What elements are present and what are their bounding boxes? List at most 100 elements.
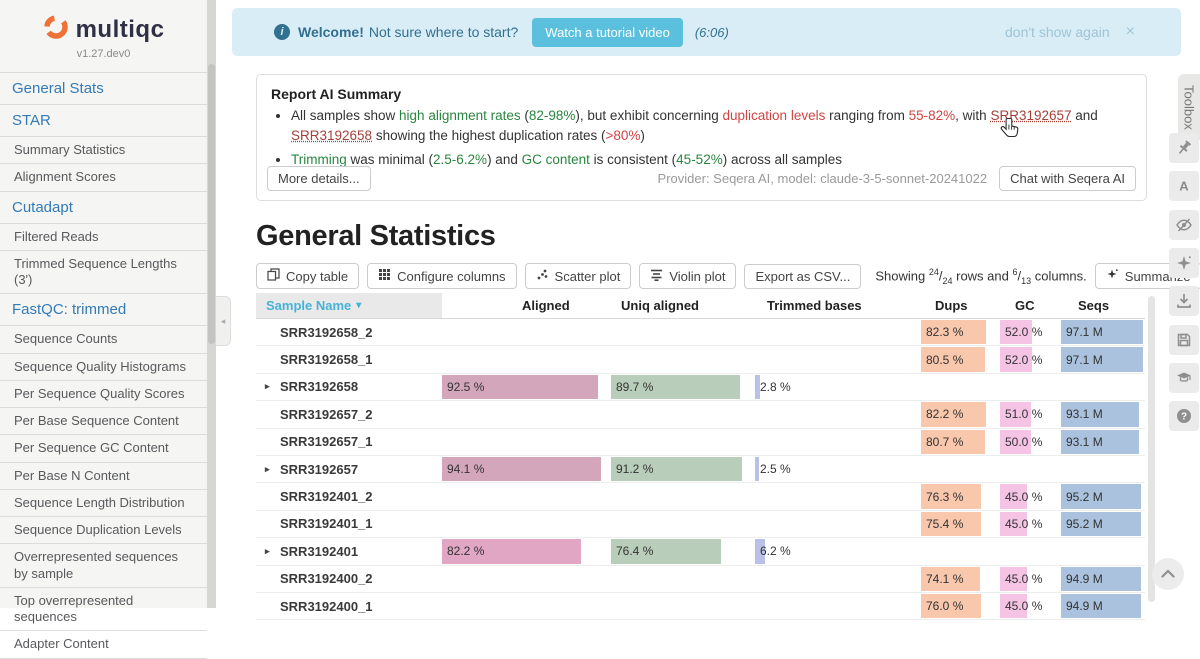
ai-text-segment: , with [955, 108, 991, 123]
column-header-sample-name[interactable]: Sample Name ▾ [256, 293, 442, 318]
close-icon[interactable]: × [1125, 23, 1135, 40]
dups-cell: 74.1 % [921, 566, 1000, 592]
sidebar-item[interactable]: Summary Statistics [0, 137, 207, 165]
sidebar-item[interactable]: Filtered Reads [0, 224, 207, 251]
dups-bar [921, 320, 987, 345]
sidebar-item[interactable]: Sequence Counts [0, 326, 207, 354]
sample-name-cell: SRR3192401_2 [280, 489, 373, 505]
expand-caret-icon[interactable]: ▸ [265, 381, 270, 392]
sidebar-item[interactable]: Adapter Content [0, 631, 207, 659]
sidebar-item[interactable]: Per Sequence GC Content [0, 435, 207, 463]
sidebar-item[interactable]: Overrepresented sequences by sample [0, 544, 207, 588]
table-body: SRR3192658_2 82.3 % 52.0 % 97.1 M SRR3192658… [256, 319, 1145, 621]
sample-link[interactable]: SRR3192658 [291, 128, 373, 144]
expand-caret-icon[interactable]: ▸ [265, 463, 270, 474]
watch-tutorial-button[interactable]: Watch a tutorial video [532, 17, 683, 47]
scroll-to-top-button[interactable] [1152, 558, 1184, 590]
sparkle-icon [1106, 268, 1119, 284]
sample-name-cell: SRR3192400_2 [280, 571, 373, 587]
column-header-aligned[interactable]: Aligned [522, 298, 570, 313]
violin-plot-button[interactable]: Violin plot [639, 263, 737, 289]
sample-link[interactable]: SRR3192657 [990, 108, 1072, 123]
ai-summary-title: Report AI Summary [271, 86, 402, 102]
sidebar-item[interactable]: STAR [0, 105, 207, 137]
gc-bar [1000, 347, 1032, 372]
sidebar-collapse-handle[interactable]: ◂ [216, 296, 231, 346]
column-header-trimmed-bases[interactable]: Trimmed bases [767, 298, 862, 313]
highlight-pin-icon[interactable] [1169, 133, 1199, 163]
chat-seqera-button[interactable]: Chat with Seqera AI [999, 166, 1136, 191]
ai-text-segment: GC content [521, 151, 590, 167]
ai-text-segment: >80% [605, 128, 641, 144]
sidebar-item[interactable]: Per Sequence Quality Scores [0, 381, 207, 408]
table-scrollbar[interactable] [1148, 296, 1155, 602]
table-row: SRR3192400_2 74.1 % 45.0 % 94.9 M [256, 566, 1145, 593]
gc-cell: 45.0 % [1000, 511, 1061, 537]
gc-cell: 45.0 % [1000, 483, 1061, 509]
sidebar-item[interactable]: Per Base N Content [0, 463, 207, 490]
sample-name-cell: SRR3192657_1 [280, 434, 373, 450]
seqs-bar [1061, 347, 1143, 372]
seqs-cell [1061, 456, 1145, 482]
expand-caret-icon[interactable]: ▸ [265, 545, 270, 556]
sidebar-item[interactable]: General Stats [0, 73, 207, 105]
configure-columns-button[interactable]: Configure columns [367, 263, 517, 289]
download-icon[interactable] [1169, 286, 1199, 316]
scatter-plot-button[interactable]: Scatter plot [524, 263, 632, 289]
gc-cell [1000, 374, 1061, 400]
ai-text-segment: is consistent ( [589, 151, 677, 167]
rename-samples-icon[interactable]: A [1169, 171, 1199, 201]
uniq-cell: 89.7 % [611, 374, 755, 400]
sidebar-item[interactable]: Trimmed Sequence Lengths (3') [0, 251, 207, 295]
sidebar-item[interactable]: FastQC: trimmed [0, 294, 207, 327]
sample-name-cell[interactable]: ▸ SRR3192657 [265, 461, 359, 477]
sample-name-cell[interactable]: ▸ SRR3192401 [265, 543, 359, 559]
sidebar-item[interactable]: Sequence Quality Histograms [0, 354, 207, 381]
general-stats-toolbar: Copy table Configure columns Scatter plo… [256, 263, 1200, 289]
column-header-gc[interactable]: GC [1015, 298, 1035, 313]
seqs-cell: 97.1 M [1061, 319, 1145, 345]
column-header-dups[interactable]: Dups [935, 298, 968, 313]
seqs-cell: 93.1 M [1061, 401, 1145, 427]
column-header-seqs[interactable]: Seqs [1078, 298, 1110, 313]
ai-sparkle-icon[interactable] [1169, 248, 1199, 278]
save-settings-icon[interactable] [1169, 325, 1199, 355]
sample-name-cell[interactable]: ▸ SRR3192658 [265, 379, 359, 395]
sidebar-item[interactable]: Alignment Scores [0, 164, 207, 192]
trimmed-cell [755, 401, 921, 427]
ai-summary-bullets: All samples show high alignment rates (8… [291, 106, 1134, 170]
dups-cell: 82.3 % [921, 319, 1000, 345]
dups-cell: 80.7 % [921, 429, 1000, 455]
sidebar-item[interactable]: Top overrepresented sequences [0, 588, 207, 632]
dont-show-again-link[interactable]: don't show again [1005, 24, 1110, 40]
sidebar-item[interactable]: Sequence Duplication Levels [0, 517, 207, 545]
sidebar-item[interactable]: Per Base Sequence Content [0, 408, 207, 436]
logo-area: multiqc v1.27.dev0 [0, 0, 207, 60]
export-csv-button[interactable]: Export as CSV... [744, 263, 862, 289]
copy-table-button[interactable]: Copy table [256, 263, 360, 289]
trimmed-cell [755, 566, 921, 592]
hide-samples-icon[interactable] [1169, 210, 1199, 240]
ai-text-segment: duplication levels [722, 108, 826, 123]
ai-text-segment: 45-52% [676, 151, 723, 167]
sidebar-item[interactable]: Cutadapt [0, 192, 207, 224]
trimmed-bar [755, 456, 760, 482]
sidebar-item[interactable]: Sequence Length Distribution [0, 490, 207, 517]
aligned-cell: 82.2 % [442, 538, 611, 564]
uniq-bar [611, 456, 743, 482]
more-details-button[interactable]: More details... [267, 166, 371, 191]
gc-bar [1000, 511, 1028, 537]
toolbox-tab[interactable]: Toolbox [1178, 74, 1200, 140]
help-icon[interactable]: ? [1169, 401, 1199, 431]
tour-icon[interactable] [1169, 363, 1199, 393]
trimmed-cell [755, 483, 921, 509]
gc-bar [1000, 429, 1031, 454]
sidebar-scrollbar-thumb[interactable] [208, 64, 215, 344]
column-header-uniq-aligned[interactable]: Uniq aligned [621, 298, 699, 313]
welcome-text: Not sure where to start? [368, 24, 519, 40]
dups-cell: 75.4 % [921, 511, 1000, 537]
seqs-cell: 95.2 M [1061, 511, 1145, 537]
sample-name-cell: SRR3192400_1 [280, 598, 373, 614]
trimmed-cell: 2.8 % [755, 374, 921, 400]
dups-cell: 82.2 % [921, 401, 1000, 427]
